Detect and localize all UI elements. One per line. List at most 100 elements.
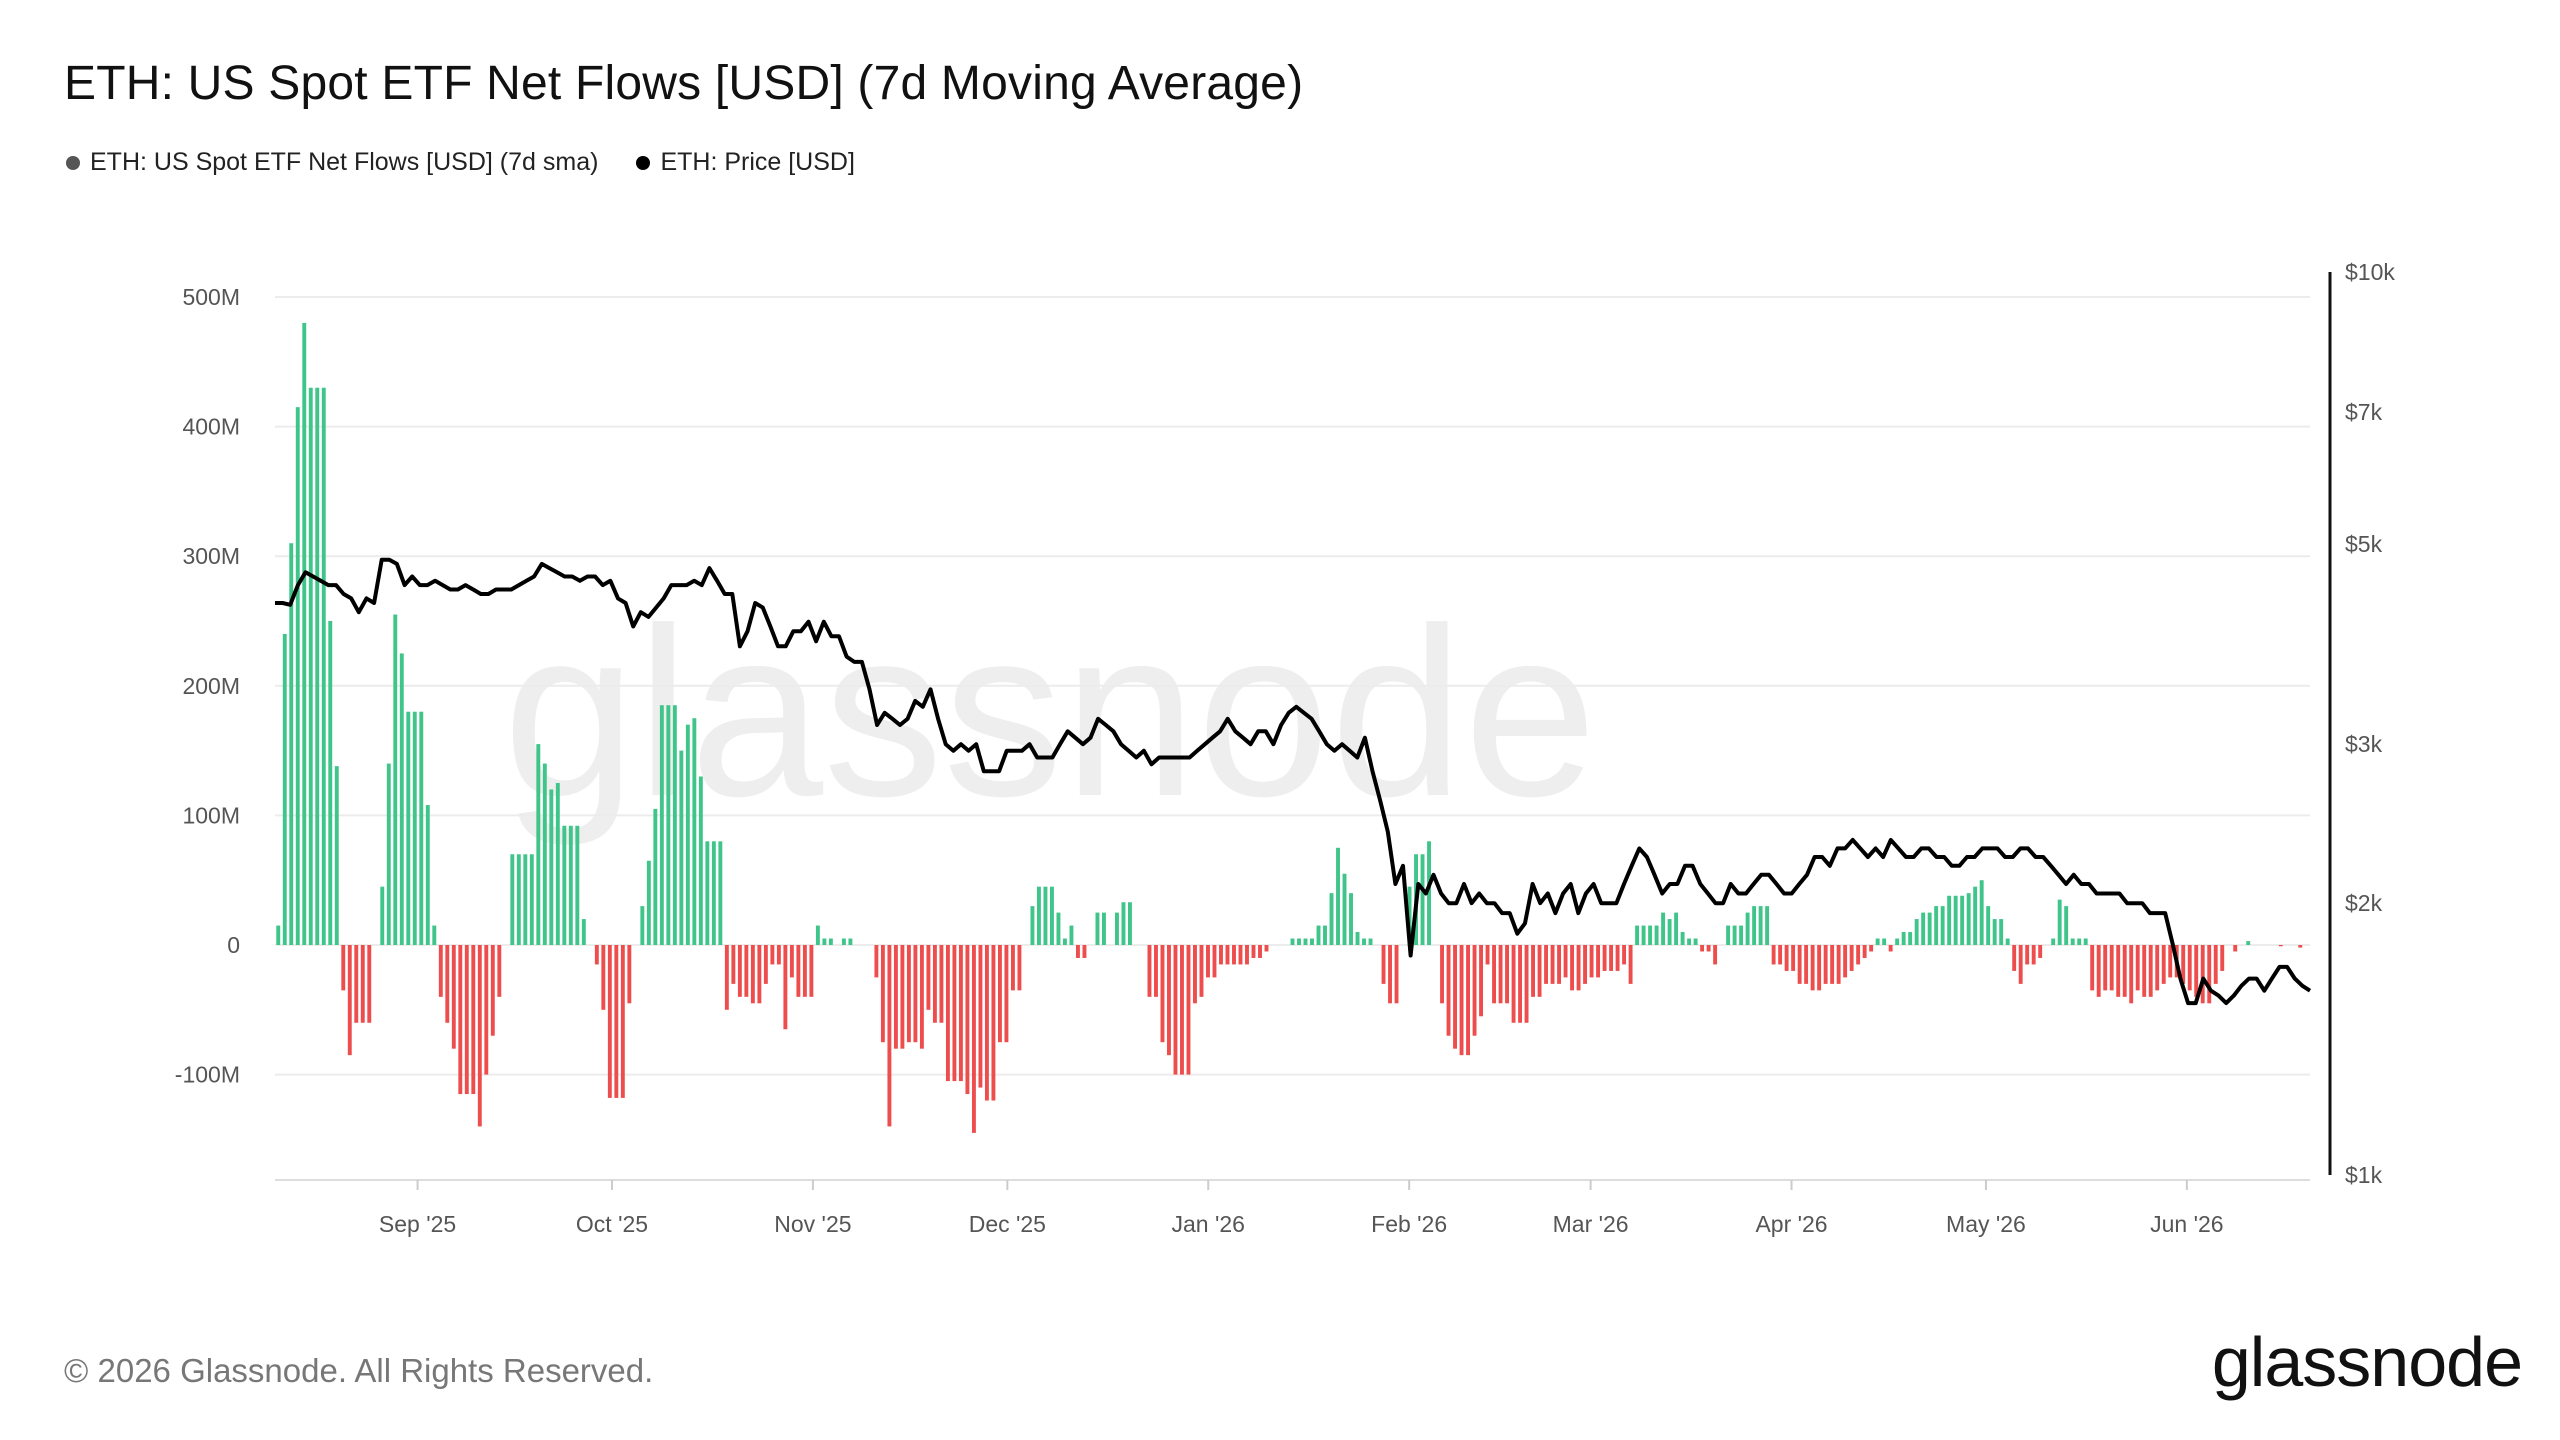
flow-bar [2005, 938, 2010, 945]
flow-bar [399, 653, 404, 945]
y-left-tick-label: 500M [182, 284, 240, 310]
flow-bar [1355, 932, 1360, 945]
flow-bar [1466, 945, 1470, 1056]
flow-bar [2220, 945, 2225, 971]
flow-bar [1251, 945, 1256, 958]
flow-bar [1420, 854, 1425, 945]
flow-bar [542, 763, 547, 945]
flow-bar [1017, 945, 1022, 991]
flow-bar [802, 945, 807, 997]
flow-bar [757, 945, 762, 1004]
flow-bar [2031, 945, 2036, 965]
flow-bar [1316, 925, 1321, 945]
legend-item-price[interactable]: ETH: Price [USD] [636, 148, 855, 177]
flow-bar [1986, 906, 1991, 945]
flow-bar [1524, 945, 1529, 1023]
flow-bar [484, 945, 489, 1075]
flow-bar [770, 945, 775, 965]
flow-bar [1765, 906, 1770, 945]
flow-bar [1329, 893, 1334, 945]
flow-bar [334, 766, 339, 945]
flow-bar [477, 945, 482, 1127]
flow-bar [1082, 945, 1087, 958]
flow-bar [1778, 945, 1783, 965]
flow-bar [464, 945, 469, 1095]
legend-label-price: ETH: Price [USD] [660, 148, 855, 176]
flow-bar [1160, 945, 1165, 1043]
flow-bar [1459, 945, 1464, 1056]
flow-bar [1784, 945, 1789, 971]
flow-bar [2200, 945, 2205, 1004]
y-left-tick-label: 0 [227, 932, 240, 958]
flow-bar [1115, 912, 1119, 945]
flow-bar [620, 945, 625, 1098]
y-right-tick-label: $3k [2345, 731, 2383, 757]
x-tick-label: Sep '25 [379, 1211, 456, 1237]
flow-bar [315, 387, 320, 946]
flow-bar [2064, 906, 2069, 945]
flow-bar [1531, 945, 1536, 997]
flow-bar [926, 945, 931, 1010]
flow-bar [1212, 945, 1217, 978]
flow-bar [1238, 945, 1243, 965]
flow-bar [880, 945, 885, 1043]
flow-bar [1193, 945, 1197, 1004]
flow-bar [328, 621, 333, 945]
flow-bar [1914, 919, 1919, 945]
flow-bar [1856, 945, 1861, 965]
flow-bar [2213, 945, 2218, 984]
flow-bar [1310, 938, 1314, 945]
flow-bar [1628, 945, 1633, 984]
flow-bar [653, 808, 658, 945]
flow-bar [900, 945, 905, 1049]
chart-title: ETH: US Spot ETF Net Flows [USD] (7d Mov… [64, 57, 1304, 110]
flow-bar [1505, 945, 1510, 1004]
flow-bar [1960, 895, 1965, 945]
flow-bar [659, 705, 664, 945]
flow-bar [1290, 938, 1295, 945]
flow-bar [1036, 886, 1041, 945]
flow-bar [2161, 945, 2166, 984]
flow-bar [874, 945, 879, 978]
flow-bar [2181, 945, 2186, 984]
flow-bar [367, 945, 372, 1023]
flow-bar [1849, 945, 1854, 971]
legend-item-flows[interactable]: ETH: US Spot ETF Net Flows [USD] (7d sma… [66, 148, 598, 177]
flow-bar [1062, 938, 1067, 945]
flow-bar [887, 945, 892, 1127]
flow-bar [1992, 919, 1997, 945]
flow-bar [893, 945, 898, 1049]
flow-bar [1661, 912, 1666, 945]
flow-bar [1186, 945, 1191, 1075]
flow-bar [1492, 945, 1496, 1004]
legend-dot-price [636, 155, 651, 170]
flow-bar [939, 945, 944, 1023]
flow-bar [679, 750, 684, 945]
y-right-tick-label: $5k [2345, 531, 2383, 557]
flow-bar [965, 945, 970, 1095]
flow-bar [1596, 945, 1601, 978]
y-left-tick-label: 300M [182, 543, 240, 569]
flow-bar [575, 825, 580, 945]
flow-bar [1589, 945, 1594, 978]
flow-bar [1004, 945, 1009, 1043]
flow-bar [672, 705, 677, 945]
flow-bar [1511, 945, 1516, 1023]
flow-bar [1810, 945, 1815, 991]
flow-bar [1245, 945, 1249, 965]
flow-bar [1258, 945, 1262, 958]
flow-bar [1940, 906, 1945, 945]
flow-bar [1654, 925, 1659, 945]
flow-bar [497, 945, 502, 997]
flow-bar [354, 945, 359, 1023]
flow-bar [1862, 945, 1867, 958]
flow-bar [1446, 945, 1451, 1036]
flow-bar [1225, 945, 1230, 965]
flow-bar [1049, 886, 1054, 945]
flow-bar [776, 945, 781, 965]
flow-bar [2083, 938, 2088, 945]
flow-bar [2135, 945, 2140, 991]
flow-bar [2122, 945, 2127, 997]
flow-bar [2194, 945, 2199, 997]
flow-bar [562, 825, 567, 945]
